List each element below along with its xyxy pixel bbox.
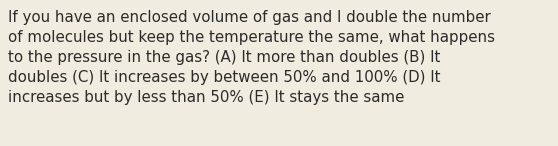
Text: If you have an enclosed volume of gas and I double the number
of molecules but k: If you have an enclosed volume of gas an…	[8, 10, 496, 105]
